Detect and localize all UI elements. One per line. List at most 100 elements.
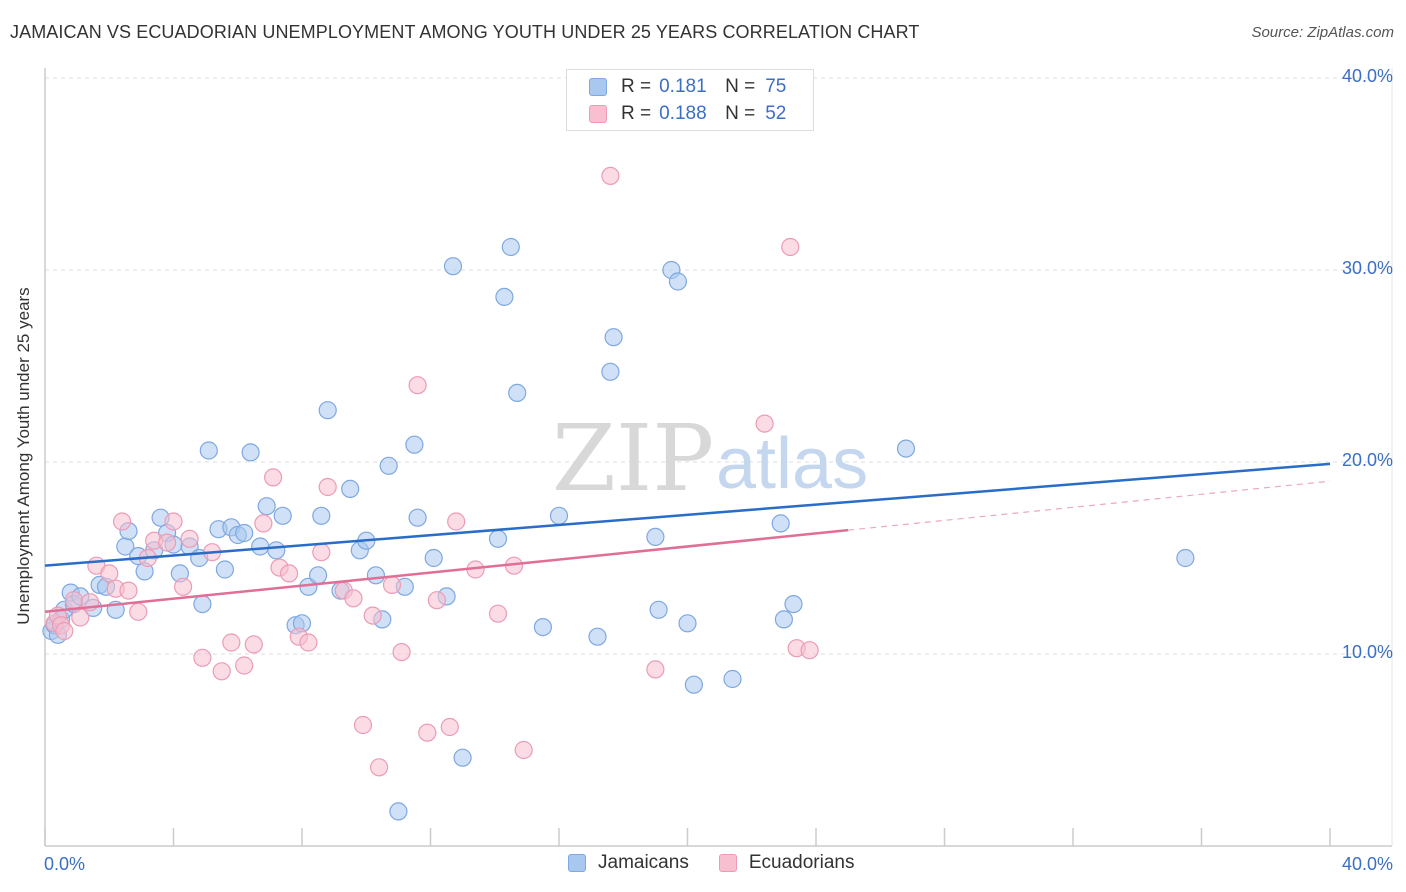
ecuadorians-point-12 [129,602,148,621]
ecuadorians-point-23 [235,656,254,675]
legend-item-jamaicans[interactable]: Jamaicans [568,852,689,874]
legend-row-jamaicans: R = 0.181 N = 75 [589,75,786,99]
jamaicans-point-60 [549,506,569,525]
ecuadorians-point-31 [312,543,331,562]
ecuadorians-point-11 [119,581,138,600]
legend-r-value: 0.181 [659,76,707,97]
y-tick-label-2: 30.0% [1342,258,1393,278]
jamaicans-point-57 [501,237,520,257]
ecuadorians-trend-line [44,528,849,614]
jamaicans-point-59 [533,617,553,637]
jamaicans-point-30 [241,443,260,462]
jamaicans-point-50 [408,508,427,527]
ecuadorians-point-46 [488,604,508,623]
jamaicans-point-56 [495,287,514,306]
ecuadorians-point-43 [440,717,459,737]
ecuadorians-point-34 [344,589,363,608]
ecuadorians-point-26 [264,468,283,487]
ecuadorians-point-5 [71,608,90,627]
jamaicans-point-29 [235,523,254,543]
ecuadorians-point-30 [299,633,318,652]
jamaicans-point-55 [488,529,508,548]
ecuadorians-point-21 [212,662,231,681]
jamaicans-point-61 [588,627,607,646]
jamaicans-point-74 [896,439,916,458]
jamaicans-point-53 [443,257,463,276]
ecuadorians-point-37 [370,758,389,777]
ecuadorians-point-52 [781,237,800,257]
jamaicans-point-65 [649,600,668,619]
ecuadorians-point-41 [418,723,437,742]
jamaicans-point-34 [273,506,292,525]
jamaicans-point-31 [251,537,270,556]
ecuadorians-point-51 [755,414,774,433]
jamaicans-point-62 [601,362,620,381]
legend-item-ecuadorians[interactable]: Ecuadorians [718,852,855,874]
legend-n-label: N = [725,76,756,97]
jamaicans-point-40 [318,401,337,420]
axes-layer [44,68,1393,847]
ecuadorians-point-39 [392,642,411,662]
ecuadorians-point-38 [382,575,402,595]
ecuadorians-point-8 [100,564,119,583]
ecuadorians-point-48 [514,740,533,760]
legend-swatch-jamaicans [589,78,607,96]
legend-n-value: 52 [765,103,787,124]
jamaicans-point-54 [453,748,472,767]
watermark-atlas: atlas [716,424,868,504]
jamaicans-point-23 [193,594,212,614]
ecuadorians-point-50 [646,660,665,679]
watermark-zip: ZIP [552,405,714,512]
jamaicans-point-64 [646,527,665,547]
ecuadorians-point-32 [318,477,337,497]
ecuadorians-point-28 [280,564,299,583]
ecuadorians-point-22 [222,633,241,652]
jamaicans-points [42,237,1195,821]
jamaicans-point-45 [366,566,385,585]
series-legend: Jamaicans Ecuadorians [568,852,884,874]
ecuadorians-point-54 [800,641,819,660]
ecuadorians-point-35 [353,715,373,735]
legend-r-value: 0.188 [659,103,707,124]
jamaicans-point-51 [424,548,443,568]
legend-row-ecuadorians: R = 0.188 N = 52 [589,102,786,126]
legend-r-label: R = [621,103,652,124]
jamaicans-point-38 [309,566,328,585]
legend-swatch-ecuadorians [718,854,737,872]
grid-layer [45,77,1392,655]
jamaicans-point-75 [1176,548,1195,568]
ecuadorians-point-10 [112,512,132,531]
ecuadorians-point-4 [64,591,84,610]
jamaicans-point-73 [784,594,803,614]
trend-lines [44,462,1331,614]
legend-r-label: R = [621,76,652,97]
y-axis-label: Unemployment Among Youth under 25 years [14,287,33,625]
legend-label-ecuadorians: Ecuadorians [748,852,855,873]
ecuadorians-point-42 [427,591,446,610]
ecuadorians-point-44 [447,512,466,531]
y-tick-label-0: 10.0% [1342,642,1393,662]
jamaicans-point-68 [678,614,697,633]
y-tick-label-1: 20.0% [1342,450,1393,470]
jamaicans-point-47 [379,456,398,475]
jamaicans-point-39 [312,506,331,525]
ecuadorians-point-15 [158,533,177,552]
ecuadorians-point-25 [254,514,273,533]
jamaicans-point-63 [604,328,623,347]
ecuadorians-point-18 [180,529,199,548]
legend-swatch-ecuadorians [589,105,607,123]
x-tick-label-1: 40.0% [1342,854,1393,874]
ecuadorians-trend-extension [848,480,1331,531]
ecuadorians-point-3 [55,621,74,641]
jamaicans-point-32 [257,497,276,516]
jamaicans-point-71 [771,514,790,533]
legend-swatch-jamaicans [568,854,586,872]
ecuadorians-point-36 [363,606,382,625]
ecuadorians-point-19 [193,648,212,667]
ecuadorians-point-17 [174,577,193,596]
legend-n-label: N = [725,103,756,124]
source-label: Source: ZipAtlas.com [1251,24,1394,41]
jamaicans-point-33 [267,541,286,560]
jamaicans-point-72 [774,610,794,629]
